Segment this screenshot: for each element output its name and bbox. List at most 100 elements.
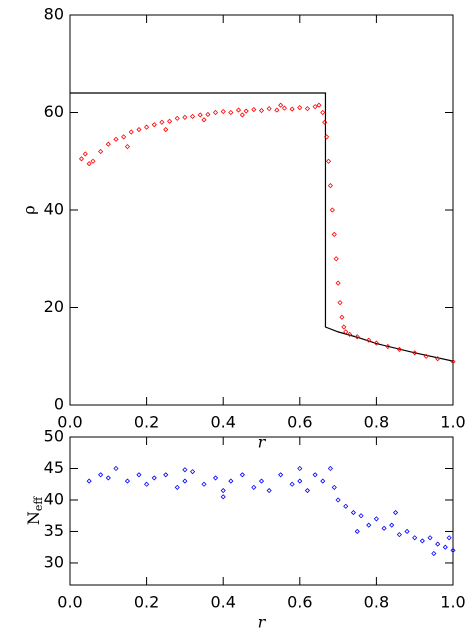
y-axis-label: ρ bbox=[20, 205, 39, 214]
scatter-point bbox=[327, 465, 334, 472]
scatter-point bbox=[312, 104, 318, 110]
scatter-point bbox=[182, 114, 188, 120]
y-tick-label: 35 bbox=[44, 521, 64, 540]
y-axis-label-main: N bbox=[24, 511, 43, 525]
scatter-point bbox=[144, 481, 150, 487]
y-tick-label: 30 bbox=[44, 552, 64, 571]
scatter-point bbox=[373, 340, 379, 346]
scatter-point bbox=[316, 102, 322, 108]
scatter-point bbox=[297, 465, 303, 472]
scatter-point bbox=[86, 478, 92, 484]
scatter-point bbox=[189, 113, 196, 119]
y-tick-label: 40 bbox=[44, 489, 64, 508]
scatter-point bbox=[329, 207, 335, 213]
scatter-point bbox=[201, 117, 207, 123]
x-tick-label: 0.2 bbox=[134, 593, 159, 612]
scatter-point bbox=[212, 475, 219, 481]
x-tick-label: 0.4 bbox=[210, 413, 235, 432]
scatter-point bbox=[174, 484, 180, 490]
scatter-point bbox=[343, 329, 349, 335]
scatter-point bbox=[350, 510, 356, 516]
y-tick-label: 60 bbox=[44, 102, 64, 121]
scatter-point bbox=[343, 503, 349, 509]
scatter-point bbox=[105, 475, 111, 481]
scatter-point bbox=[412, 535, 418, 541]
scatter-point bbox=[427, 535, 433, 541]
scatter-point bbox=[297, 105, 303, 111]
scatter-point bbox=[151, 475, 157, 481]
x-tick-label: 0.4 bbox=[210, 593, 235, 612]
scatter-point bbox=[205, 111, 211, 118]
scatter-point bbox=[124, 144, 131, 150]
plot-frame bbox=[69, 14, 454, 406]
scatter-point bbox=[320, 109, 326, 116]
y-tick-label: 80 bbox=[44, 5, 64, 24]
scatter-point bbox=[446, 535, 452, 541]
scatter-point bbox=[354, 334, 360, 340]
scatter-point bbox=[220, 494, 226, 500]
scatter-point bbox=[304, 487, 311, 494]
scatter-point bbox=[381, 525, 387, 531]
scatter-point bbox=[197, 112, 203, 118]
scatter-point bbox=[358, 513, 364, 519]
x-tick-label: 0.8 bbox=[364, 413, 389, 432]
scatter-point bbox=[442, 544, 448, 550]
scatter-point bbox=[331, 484, 337, 490]
scatter-point bbox=[373, 516, 379, 522]
scatter-point bbox=[324, 134, 330, 140]
scatter-point bbox=[251, 107, 257, 113]
scatter-point bbox=[354, 528, 360, 535]
scatter-point bbox=[98, 472, 104, 478]
scatter-point bbox=[435, 541, 441, 547]
x-tick-label: 0.6 bbox=[287, 413, 312, 432]
scatter-point bbox=[159, 119, 165, 125]
x-axis-label: r bbox=[258, 613, 267, 629]
scatter-point bbox=[341, 324, 347, 330]
scatter-point bbox=[289, 481, 295, 487]
scatter-point bbox=[404, 528, 410, 535]
x-tick-label: 0.0 bbox=[57, 413, 82, 432]
y-tick-label: 0 bbox=[54, 395, 64, 414]
scatter-point bbox=[78, 156, 85, 162]
scatter-point bbox=[189, 469, 196, 475]
scatter-point bbox=[82, 151, 88, 157]
scatter-point bbox=[239, 472, 245, 478]
scatter-point bbox=[151, 122, 157, 128]
scatter-point bbox=[258, 478, 265, 484]
scatter-point bbox=[327, 183, 334, 189]
x-tick-label: 1.0 bbox=[440, 593, 465, 612]
scatter-point bbox=[396, 532, 402, 538]
scatter-point bbox=[339, 314, 345, 320]
scatter-point bbox=[266, 106, 272, 112]
scatter-point bbox=[337, 300, 343, 306]
scatter-point bbox=[320, 478, 326, 484]
scatter-point bbox=[435, 356, 441, 362]
scatter-point bbox=[385, 343, 391, 350]
scatter-point bbox=[274, 107, 280, 113]
scatter-point bbox=[423, 353, 429, 359]
scatter-point bbox=[174, 115, 180, 121]
scatter-point bbox=[228, 109, 234, 116]
x-axis-label: r bbox=[258, 433, 267, 452]
scatter-point bbox=[389, 522, 395, 528]
scatter-point bbox=[278, 102, 284, 108]
scatter-point bbox=[235, 107, 242, 113]
scatter-point bbox=[392, 510, 399, 516]
scatter-point bbox=[347, 331, 353, 337]
scatter-point bbox=[98, 148, 104, 155]
scatter-point bbox=[212, 109, 219, 116]
scatter-point bbox=[243, 108, 249, 114]
profile-line bbox=[70, 92, 454, 362]
x-tick-label: 0.0 bbox=[57, 593, 82, 612]
scatter-point bbox=[105, 141, 111, 147]
scatter-point bbox=[113, 465, 119, 472]
scatter-point bbox=[322, 119, 328, 125]
scatter-point bbox=[258, 107, 265, 114]
y-tick-label: 45 bbox=[44, 458, 64, 477]
scatter-point bbox=[239, 112, 245, 118]
scatter-point bbox=[220, 487, 226, 494]
scatter-point bbox=[136, 126, 142, 133]
scatter-point bbox=[136, 472, 142, 478]
scatter-point bbox=[333, 256, 339, 262]
scatter-point bbox=[228, 478, 234, 484]
